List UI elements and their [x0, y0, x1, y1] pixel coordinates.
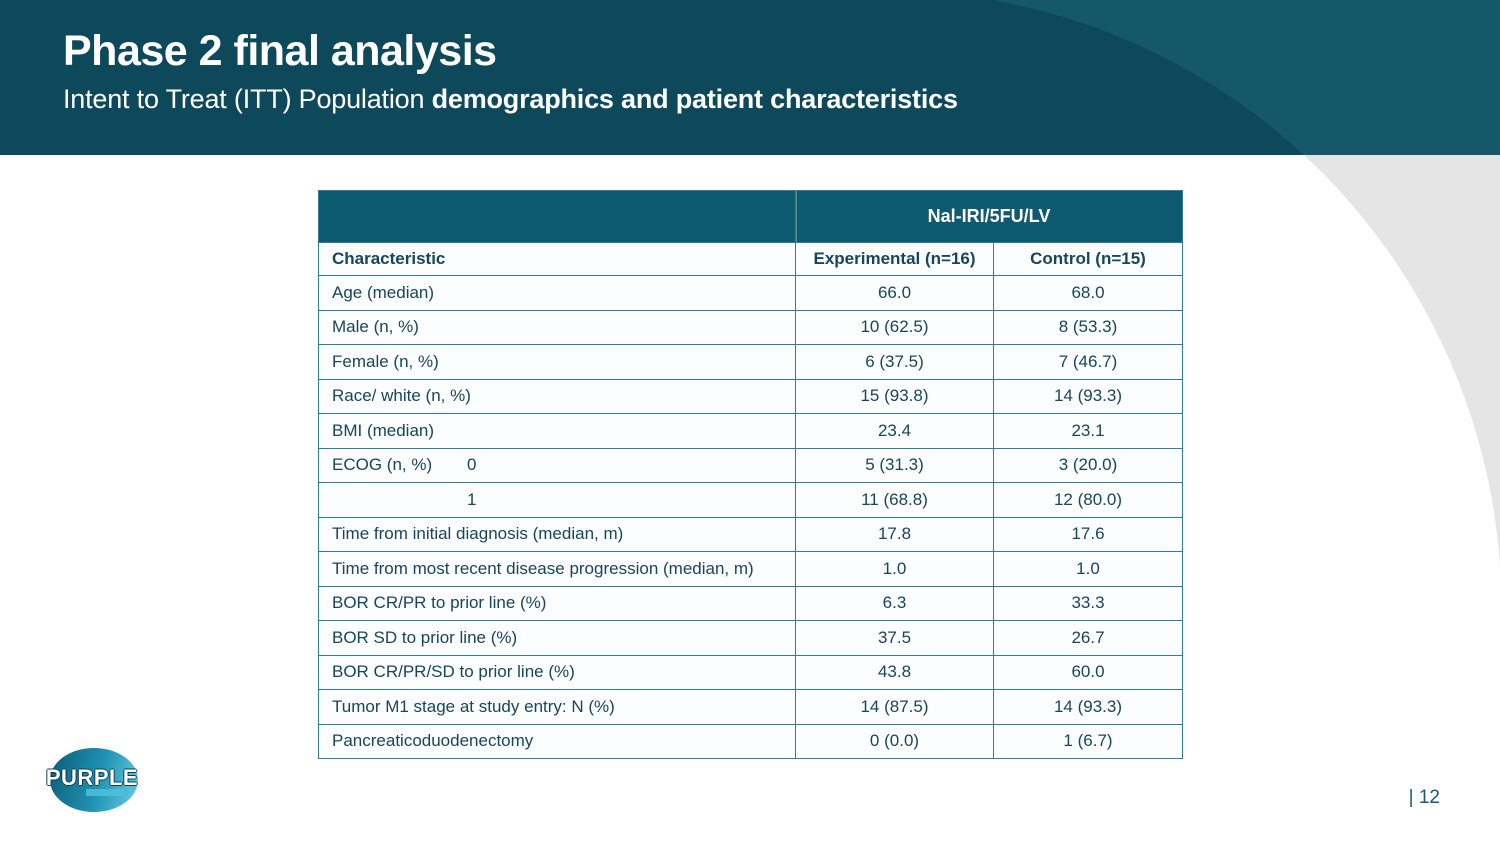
column-header-experimental: Experimental (n=16): [795, 242, 994, 276]
table-body: Nal-IRI/5FU/LV Characteristic Experiment…: [318, 190, 1183, 759]
experimental-value: 37.5: [795, 620, 994, 656]
subtitle-regular: Intent to Treat (ITT) Population: [63, 84, 432, 115]
row-label: BMI (median): [332, 420, 435, 440]
table-row: Male (n, %) 10 (62.5) 8 (53.3): [318, 309, 1183, 345]
row-label: Race/ white (n, %): [332, 386, 471, 406]
experimental-value: 10 (62.5): [795, 309, 994, 345]
column-header-characteristic: Characteristic: [318, 242, 796, 276]
table-row: Age (median) 66.0 68.0: [318, 275, 1183, 311]
control-value: 7 (46.7): [993, 344, 1183, 380]
row-label: Time from most recent disease progressio…: [332, 558, 754, 578]
experimental-value: 15 (93.8): [795, 378, 994, 414]
table-row: BOR CR/PR to prior line (%) 6.3 33.3: [318, 585, 1183, 621]
table-row: Pancreaticoduodenectomy 0 (0.0) 1 (6.7): [318, 723, 1183, 759]
table-row: Race/ white (n, %) 15 (93.8) 14 (93.3): [318, 378, 1183, 414]
experimental-value: 5 (31.3): [795, 447, 994, 483]
experimental-value: 1.0: [795, 551, 994, 587]
row-label: ECOG (n, %): [332, 455, 433, 475]
table-row: BOR CR/PR/SD to prior line (%) 43.8 60.0: [318, 654, 1183, 690]
corner-arc-gray: [1304, 155, 1500, 566]
row-label: Tumor M1 stage at study entry: N (%): [332, 696, 615, 716]
control-value: 23.1: [993, 413, 1183, 449]
demographics-table: Nal-IRI/5FU/LV Characteristic Experiment…: [318, 190, 1183, 759]
control-value: 68.0: [993, 275, 1183, 311]
row-label: Time from initial diagnosis (median, m): [332, 524, 624, 544]
logo-tagline: [86, 789, 124, 796]
experimental-value: 23.4: [795, 413, 994, 449]
row-label: BOR CR/PR to prior line (%): [332, 593, 547, 613]
table-row: BMI (median) 23.4 23.1: [318, 413, 1183, 449]
control-value: 12 (80.0): [993, 482, 1183, 518]
row-label: Pancreaticoduodenectomy: [332, 731, 534, 751]
control-value: 14 (93.3): [993, 689, 1183, 725]
row-sublabel: 1: [467, 489, 477, 509]
table-row: Time from most recent disease progressio…: [318, 551, 1183, 587]
experimental-value: 43.8: [795, 654, 994, 690]
table-row: Time from initial diagnosis (median, m) …: [318, 516, 1183, 552]
row-label: Female (n, %): [332, 351, 439, 371]
control-value: 8 (53.3): [993, 309, 1183, 345]
subtitle-bold: demographics and patient characteristics: [431, 84, 958, 115]
table-row: Female (n, %) 6 (37.5) 7 (46.7): [318, 344, 1183, 380]
header-text-block: Phase 2 final analysis Intent to Treat (…: [63, 27, 958, 115]
control-value: 1.0: [993, 551, 1183, 587]
row-label: BOR SD to prior line (%): [332, 627, 518, 647]
control-value: 33.3: [993, 585, 1183, 621]
table-group-header-row: Nal-IRI/5FU/LV: [318, 190, 1183, 243]
page-number: | 12: [1408, 787, 1440, 808]
row-sublabel: 0: [467, 455, 477, 475]
slide-title: Phase 2 final analysis: [63, 27, 497, 75]
logo-circle-icon: [50, 748, 138, 812]
control-value: 3 (20.0): [993, 447, 1183, 483]
header-arc-light: [992, 0, 1500, 155]
control-value: 17.6: [993, 516, 1183, 552]
experimental-value: 11 (68.8): [795, 482, 994, 518]
row-label: BOR CR/PR/SD to prior line (%): [332, 662, 575, 682]
row-label: Age (median): [332, 282, 435, 302]
table-row: 1 11 (68.8) 12 (80.0): [318, 482, 1183, 518]
experimental-value: 0 (0.0): [795, 723, 994, 759]
experimental-value: 6 (37.5): [795, 344, 994, 380]
logo-wordmark: PURPLE: [45, 765, 139, 790]
table-row: BOR SD to prior line (%) 37.5 26.7: [318, 620, 1183, 656]
group-header-empty-cell: [318, 190, 796, 243]
group-header-cell: Nal-IRI/5FU/LV: [795, 190, 1183, 243]
control-value: 60.0: [993, 654, 1183, 690]
control-value: 26.7: [993, 620, 1183, 656]
experimental-value: 14 (87.5): [795, 689, 994, 725]
column-header-control: Control (n=15): [993, 242, 1183, 276]
purple-logo: PURPLE: [40, 742, 144, 820]
table-column-header-row: Characteristic Experimental (n=16) Contr…: [318, 242, 1183, 276]
experimental-value: 17.8: [795, 516, 994, 552]
control-value: 14 (93.3): [993, 378, 1183, 414]
table-row: Tumor M1 stage at study entry: N (%) 14 …: [318, 689, 1183, 725]
experimental-value: 66.0: [795, 275, 994, 311]
table-row: ECOG (n, %) 0 5 (31.3) 3 (20.0): [318, 447, 1183, 483]
experimental-value: 6.3: [795, 585, 994, 621]
slide-subtitle: Intent to Treat (ITT) Population demogra…: [63, 84, 958, 115]
row-label: Male (n, %): [332, 317, 419, 337]
control-value: 1 (6.7): [993, 723, 1183, 759]
